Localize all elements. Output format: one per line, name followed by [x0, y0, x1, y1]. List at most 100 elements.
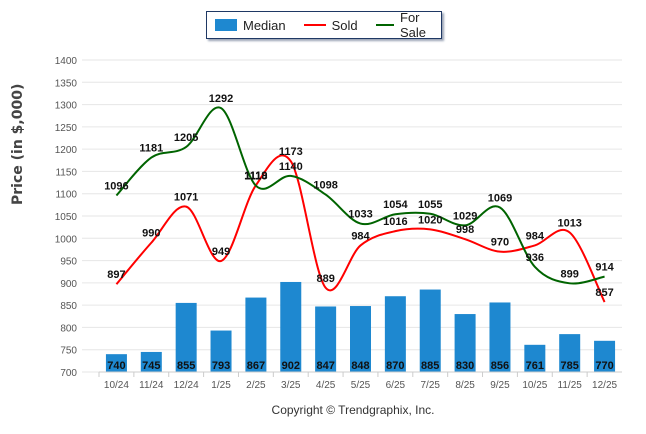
x-tick-label: 8/25	[455, 380, 475, 391]
sold-swatch-icon	[303, 24, 326, 26]
median-bar-label: 745	[142, 360, 160, 372]
sold-data-label: 970	[491, 237, 509, 249]
y-tick-label: 1150	[55, 167, 77, 178]
y-tick-label: 950	[60, 257, 77, 268]
x-axis: 10/24 11/24 12/24 1/25 2/25 3/25 4/25 5/25 6/25 7…	[98, 371, 622, 391]
y-tick-label: 800	[60, 323, 77, 334]
median-bar-label: 855	[177, 360, 195, 372]
median-bar	[210, 330, 232, 372]
median-bar-label: 740	[107, 360, 125, 372]
median-bar-label: 761	[526, 360, 544, 372]
for-sale-data-label: 899	[561, 268, 579, 280]
trend-lines	[115, 106, 606, 303]
x-tick-label: 1/25	[211, 380, 231, 391]
median-bar-label: 848	[351, 360, 369, 372]
for-sale-data-label: 1054	[383, 199, 408, 211]
legend-item-sold[interactable]: Sold	[294, 18, 358, 33]
sold-data-label: 984	[351, 230, 370, 242]
for-sale-data-label: 1096	[104, 180, 128, 192]
x-tick-label: 5/25	[351, 380, 371, 391]
sold-data-label: 998	[456, 224, 474, 236]
median-bar	[419, 289, 441, 372]
median-bar	[594, 340, 616, 372]
y-tick-label: 700	[60, 368, 77, 379]
median-bar-label: 902	[282, 360, 300, 372]
sold-data-label: 857	[595, 287, 613, 299]
for-sale-data-label: 936	[526, 252, 544, 264]
median-bar	[140, 351, 162, 372]
copyright: Copyright © Trendgraphix, Inc.	[271, 403, 435, 417]
x-tick-label: 2/25	[246, 380, 266, 391]
median-bar-label: 830	[456, 360, 474, 372]
legend-label: Sold	[331, 17, 358, 33]
median-bar	[489, 302, 511, 372]
median-bar	[315, 306, 337, 372]
for-sale-data-label: 1140	[279, 161, 303, 173]
x-tick-label: 4/25	[316, 380, 336, 391]
for-sale-data-label: 1098	[313, 180, 337, 192]
sold-data-label: 1020	[418, 214, 442, 226]
sold-data-label: 889	[316, 273, 334, 285]
x-tick-label: 10/24	[104, 380, 129, 391]
y-axis-title: Price (in $,000)	[10, 83, 26, 205]
median-bar	[384, 296, 406, 372]
sold-data-label: 1173	[279, 146, 303, 158]
median-bar	[559, 334, 581, 372]
y-tick-label: 1050	[55, 212, 78, 223]
y-tick-label: 1300	[55, 101, 78, 112]
for-sale-data-label: 1029	[453, 210, 477, 222]
x-tick-label: 11/25	[558, 380, 583, 391]
median-bar-label: 885	[421, 360, 439, 372]
x-tick-label: 10/25	[522, 380, 547, 391]
sold-data-label: 897	[107, 269, 125, 281]
y-tick-label: 1000	[55, 234, 78, 245]
median-bar-label: 793	[212, 360, 230, 372]
median-bar	[280, 281, 302, 372]
median-bar	[524, 344, 546, 372]
x-tick-label: 7/25	[420, 380, 440, 391]
sold-data-label: 1119	[244, 170, 267, 182]
median-bar-label: 867	[247, 360, 265, 372]
data-labels: 740 745 855 793 867 902 847 848 870 885 830 856 761 7…	[104, 93, 614, 372]
sold-data-label: 1071	[174, 192, 198, 204]
y-axis-ticks: 700 750 800 850 900 950 1000 1050 1100 1150 1200 12…	[55, 56, 78, 379]
x-tick-label: 12/24	[174, 380, 199, 391]
legend-item-for-sale[interactable]: For Sale	[366, 10, 441, 40]
sold-data-label: 949	[212, 246, 230, 258]
median-bar	[105, 354, 127, 372]
sold-data-label: 984	[526, 230, 545, 242]
y-tick-label: 850	[60, 301, 77, 312]
for-sale-data-label: 1033	[348, 209, 372, 221]
for-sale-data-label: 1292	[209, 93, 233, 105]
median-bar-label: 847	[316, 360, 334, 372]
for-sale-data-label: 1118	[244, 171, 267, 183]
median-swatch-icon	[215, 19, 237, 31]
grid-lines	[82, 59, 622, 373]
for-sale-data-label: 1069	[488, 193, 512, 205]
y-tick-label: 1400	[55, 56, 78, 67]
sold-line	[115, 154, 606, 303]
median-bar	[245, 297, 267, 372]
for-sale-line	[115, 106, 605, 285]
x-tick-label: 3/25	[281, 380, 301, 391]
x-tick-label: 11/24	[139, 380, 164, 391]
median-bar	[350, 306, 371, 372]
y-tick-label: 900	[60, 279, 77, 290]
median-bars	[105, 281, 616, 372]
x-tick-label: 6/25	[386, 380, 406, 391]
legend-label: Median	[243, 17, 286, 33]
median-bar-label: 870	[386, 360, 404, 372]
for-sale-data-label: 1205	[174, 132, 198, 144]
median-bar	[175, 302, 197, 372]
for-sale-swatch-icon	[375, 24, 395, 26]
median-bar	[454, 314, 476, 372]
legend-item-median[interactable]: Median	[215, 18, 286, 33]
sold-data-label: 1013	[557, 217, 581, 229]
x-tick-label: 9/25	[490, 380, 510, 391]
y-tick-label: 1100	[55, 190, 77, 201]
median-bar-label: 856	[491, 360, 509, 372]
y-tick-label: 1250	[55, 123, 78, 134]
y-tick-label: 1200	[55, 145, 78, 156]
y-tick-label: 1350	[55, 78, 78, 89]
